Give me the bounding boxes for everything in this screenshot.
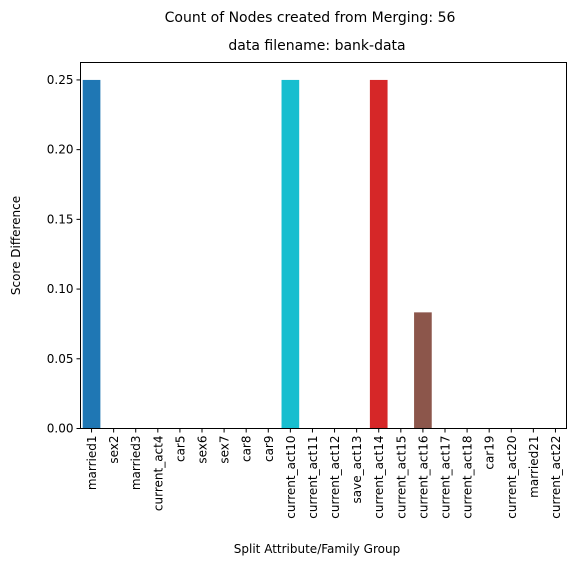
x-tick-label: married1 [85, 436, 99, 491]
x-tick-label: current_act17 [439, 436, 453, 519]
x-axis: married1 sex2 married3 current_act4 car5 sex6… [85, 429, 563, 519]
plot-frame [81, 63, 567, 429]
bar-current_act16 [414, 312, 432, 428]
chart-title: data filename: bank-data [228, 38, 405, 54]
x-tick-label: current_act4 [151, 436, 165, 512]
x-tick-label: save_act13 [350, 436, 364, 504]
x-tick-label: current_act10 [284, 436, 298, 519]
y-tick-label: 0.00 [47, 422, 74, 436]
x-tick-label: car8 [240, 436, 254, 463]
x-tick-label: married21 [527, 436, 541, 498]
x-tick-label: current_act12 [328, 436, 342, 519]
x-tick-label: current_act14 [372, 436, 386, 519]
y-tick-label: 0.15 [47, 212, 74, 226]
x-tick-label: sex6 [196, 436, 210, 464]
x-tick-label: current_act22 [549, 436, 563, 519]
x-tick-label: sex2 [107, 436, 121, 464]
chart-suptitle: Count of Nodes created from Merging: 56 [165, 10, 456, 26]
x-tick-label: current_act20 [505, 436, 519, 519]
x-tick-label: current_act11 [306, 436, 320, 519]
x-tick-label: current_act15 [394, 436, 408, 519]
bar-current_act10 [282, 80, 300, 429]
y-tick-label: 0.20 [47, 143, 74, 157]
x-tick-label: car19 [483, 436, 497, 470]
bars-group [83, 80, 432, 429]
x-tick-label: current_act16 [416, 436, 430, 519]
x-tick-label: married3 [129, 436, 143, 491]
x-tick-label: sex7 [218, 436, 232, 464]
y-tick-label: 0.25 [47, 73, 74, 87]
y-axis-label: Score Difference [9, 196, 23, 295]
bar-current_act14 [370, 80, 388, 429]
x-tick-label: car9 [262, 436, 276, 463]
x-axis-label: Split Attribute/Family Group [234, 542, 400, 556]
y-axis: 0.00 0.05 0.10 0.15 0.20 0.25 [47, 73, 81, 436]
y-tick-label: 0.05 [47, 352, 74, 366]
bar-married1 [83, 80, 101, 429]
x-tick-label: car5 [173, 436, 187, 463]
x-tick-label: current_act18 [461, 436, 475, 519]
y-tick-label: 0.10 [47, 282, 74, 296]
